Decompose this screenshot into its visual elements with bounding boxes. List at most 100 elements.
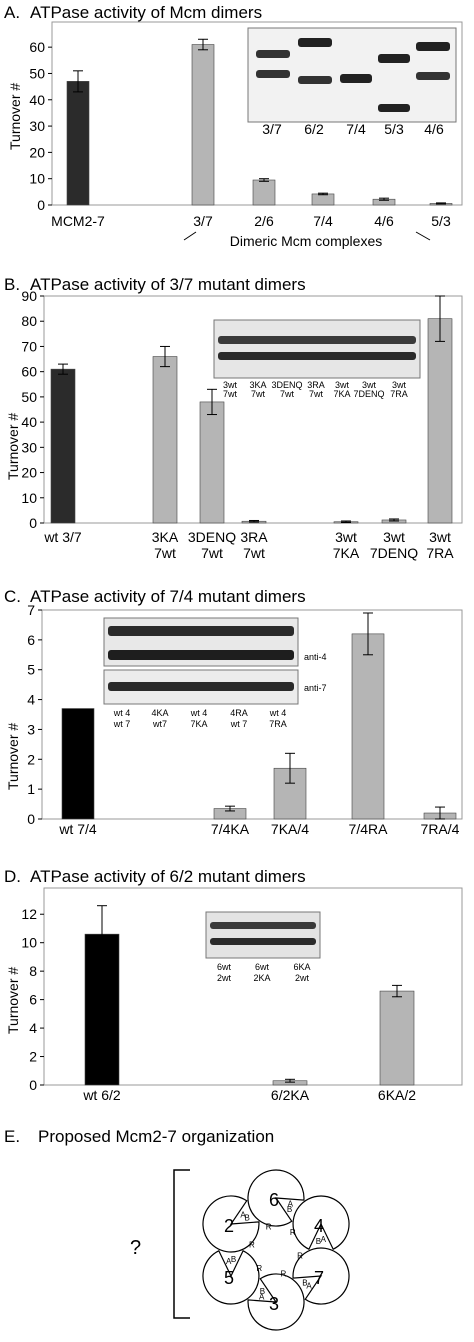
bar — [199, 401, 225, 524]
category-label: 6KA/2 — [378, 1087, 416, 1103]
category-label: 7/4RA — [349, 821, 389, 837]
category-label: 5/3 — [431, 213, 451, 229]
panel-b-gel-frame — [213, 319, 421, 379]
panel-d-ylabel: Turnover # — [5, 967, 21, 1034]
mcm-subunit — [202, 1195, 260, 1253]
gel-lane-label: 3wt — [335, 380, 350, 390]
y-tick-label: 8 — [29, 963, 37, 979]
category-label: 7/4 — [313, 213, 333, 229]
gel-band — [256, 50, 290, 58]
panel-a-letter: A. — [4, 3, 20, 22]
gel-lane-label: 6KA — [293, 962, 310, 972]
y-tick-label: 70 — [21, 338, 37, 354]
panel-c-gel — [103, 617, 299, 705]
panel-a: A. ATPase activity of Mcm dimers Turnove… — [4, 3, 463, 249]
gel-lane-label: 2wt — [295, 973, 310, 983]
bar — [152, 356, 178, 524]
gel-lane-label: 7KA — [190, 719, 207, 729]
mcm-subunit-label: 7 — [314, 1268, 324, 1288]
bar — [66, 81, 90, 206]
category-label: 4/6 — [374, 213, 394, 229]
category-label: 3wt — [429, 529, 451, 545]
site-letter: A — [226, 1257, 232, 1266]
panel-d-plot-frame — [43, 887, 463, 1086]
gel-band — [256, 70, 290, 78]
panel-b-categories: wt 3/7 3KA7wt3DENQ7wt3RA7wt3wt7KA3wt7DENQ… — [43, 529, 454, 561]
panel-d-categories: wt 6/2 6/2KA 6KA/2 — [82, 1087, 416, 1103]
panel-c-categories: wt 7/4 7/4KA 7KA/4 7/4RA 7RA/4 — [58, 821, 459, 837]
y-tick-label: 10 — [29, 171, 45, 187]
panel-e-title: Proposed Mcm2-7 organization — [38, 1127, 274, 1146]
gel-band — [108, 682, 294, 691]
site-letter: A — [240, 1210, 246, 1219]
panel-e-letter: E. — [4, 1127, 20, 1146]
y-tick-label: 20 — [21, 465, 37, 481]
y-tick-label: 60 — [21, 364, 37, 380]
gel-lane-label: 3wt — [392, 380, 407, 390]
panel-d-gel — [205, 911, 321, 959]
gel-band — [108, 626, 294, 636]
category-label: 3wt — [383, 529, 405, 545]
bar — [50, 368, 76, 524]
panel-c-gel-row-label: anti-4 — [304, 652, 327, 662]
category-label: 7KA/4 — [271, 821, 309, 837]
mcm-subunit-label: 3 — [269, 1294, 279, 1314]
gel-lane-label: 7wt — [280, 389, 295, 399]
gel-lane-label: 3DENQ — [271, 380, 302, 390]
category-label: 7RA/4 — [421, 821, 460, 837]
y-tick-label: 60 — [29, 39, 45, 55]
y-tick-label: 12 — [21, 906, 37, 922]
panel-a-categories: MCM2-7 3/7 2/6 7/4 4/6 5/3 — [51, 213, 451, 229]
panel-c-letter: C. — [4, 587, 21, 606]
site-letter: A — [288, 1200, 294, 1209]
y-tick-label: 6 — [27, 632, 35, 648]
panel-b-title: ATPase activity of 3/7 mutant dimers — [30, 275, 306, 294]
gel-band — [218, 336, 416, 344]
gel-band — [210, 922, 316, 929]
y-tick-label: 5 — [27, 662, 35, 678]
mcm-subunit-label: 4 — [314, 1216, 324, 1236]
panel-b-gel-labels: 3wt7wt3KA7wt3DENQ7wt3RA7wt3wt7KA3wt7DENQ… — [223, 380, 408, 399]
gel-lane-label: 3RA — [307, 380, 325, 390]
y-tick-label: 50 — [29, 65, 45, 81]
site-letter: B — [244, 1214, 249, 1223]
panel-a-bars — [66, 38, 453, 206]
panel-e-question-mark: ? — [130, 1237, 141, 1259]
panel-d-title: ATPase activity of 6/2 mutant dimers — [30, 867, 306, 886]
site-letter: B — [231, 1255, 236, 1264]
panel-c-y-ticks: 0 1 2 3 4 5 6 7 — [27, 602, 42, 827]
bar — [311, 193, 335, 206]
site-letter: B — [287, 1205, 292, 1214]
gel-lane-label: 5/3 — [384, 121, 404, 137]
panel-c: C. ATPase activity of 7/4 mutant dimers … — [4, 587, 463, 837]
bar — [379, 990, 415, 1086]
category-label: 7DENQ — [370, 545, 418, 561]
category-label: 7wt — [154, 545, 176, 561]
panel-e-bracket — [173, 1169, 190, 1319]
y-tick-label: 2 — [29, 1049, 37, 1065]
gel-band — [210, 938, 316, 945]
panel-a-group-bracket-left — [183, 231, 197, 241]
gel-lane-label: 7wt — [309, 389, 324, 399]
gel-lane-label: 7DENQ — [353, 389, 384, 399]
category-label: 7wt — [243, 545, 265, 561]
panel-d: D. ATPase activity of 6/2 mutant dimers … — [4, 867, 463, 1103]
gel-lane-label: 4RA — [230, 708, 248, 718]
category-label: 7wt — [201, 545, 223, 561]
bar — [427, 318, 453, 524]
panel-d-letter: D. — [4, 867, 21, 886]
site-letter: R — [297, 1251, 303, 1260]
category-label: 6/2KA — [271, 1087, 310, 1103]
gel-band — [298, 76, 332, 84]
gel-band — [298, 38, 332, 47]
gel-lane-label: 7wt — [251, 389, 266, 399]
y-tick-label: 40 — [29, 92, 45, 108]
y-tick-label: 4 — [29, 1020, 37, 1036]
mcm-subunit — [292, 1195, 350, 1251]
y-tick-label: 30 — [21, 439, 37, 455]
category-label: 7KA — [333, 545, 360, 561]
